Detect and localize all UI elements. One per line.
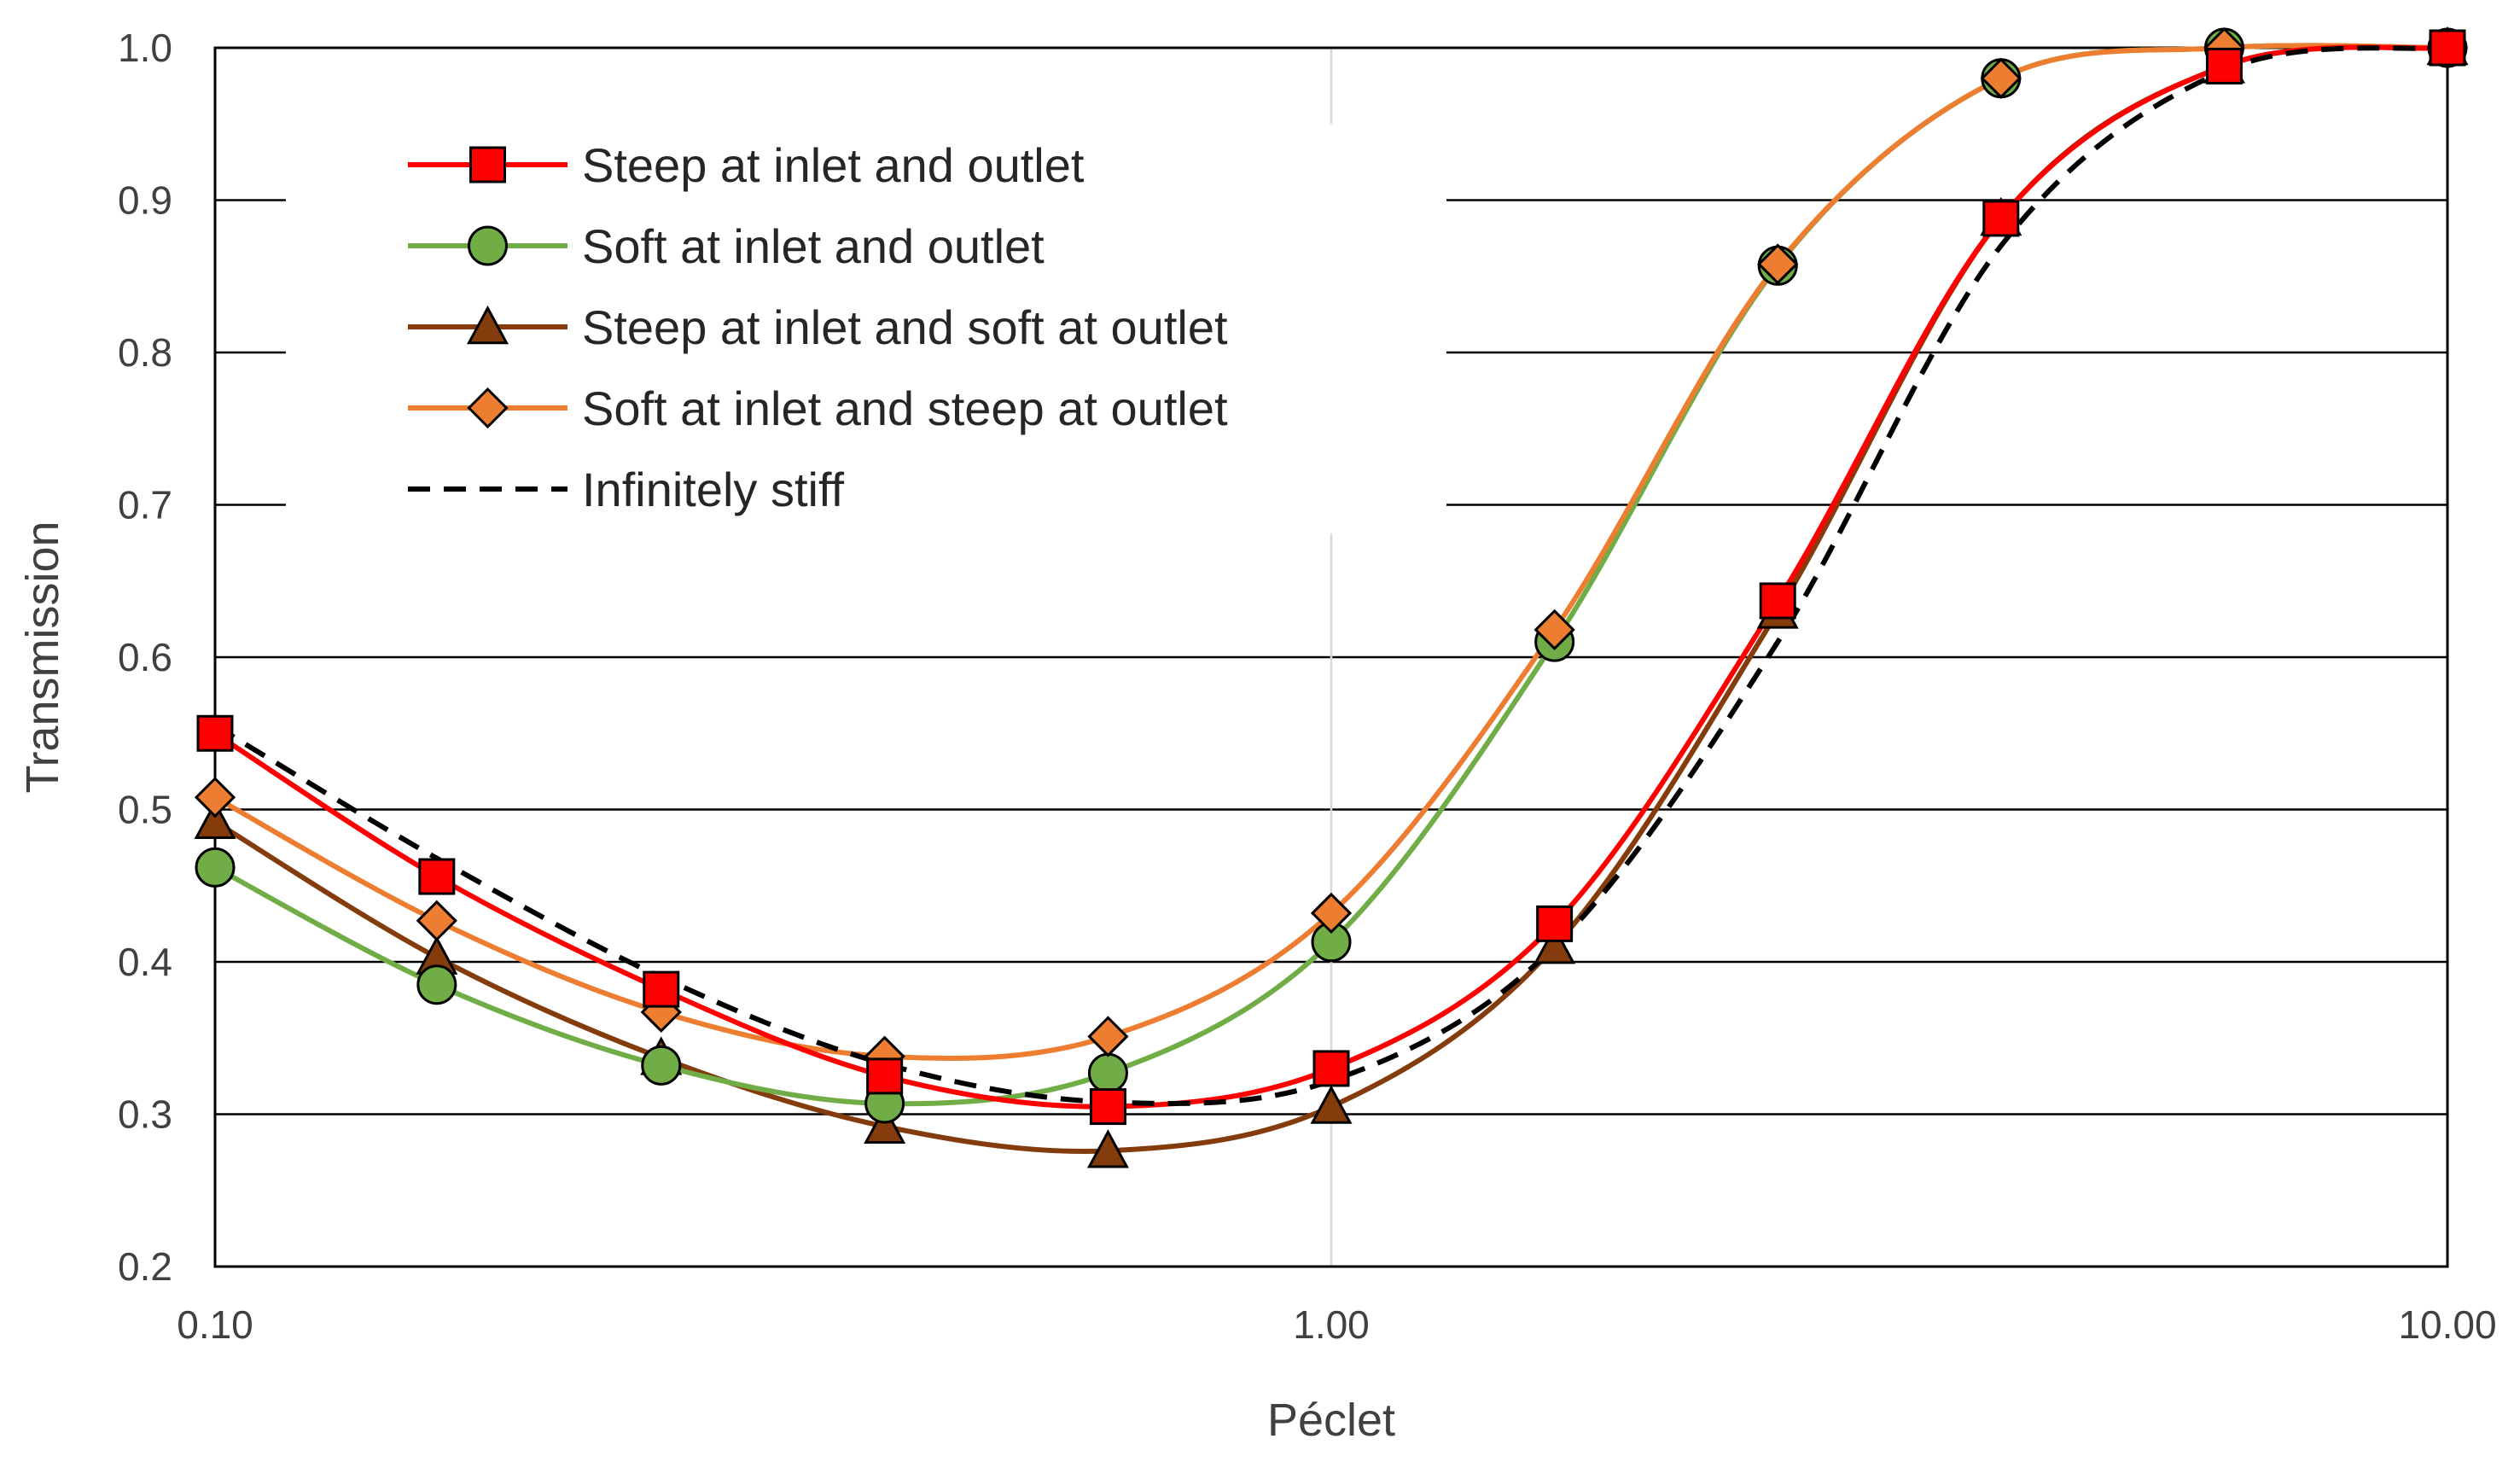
data-point	[194, 777, 236, 818]
legend-item: Soft at inlet and outlet	[408, 219, 1045, 273]
data-point	[1536, 905, 1574, 942]
data-point	[2429, 29, 2466, 67]
plot-area-border	[213, 46, 2449, 1268]
y-tick-label: 0.5	[118, 788, 172, 832]
series-markers	[194, 26, 2469, 1168]
legend-label: Steep at inlet and outlet	[582, 138, 1085, 192]
y-axis-title: Transmission	[17, 521, 68, 793]
y-axis-tick-labels: 0.2 0.3 0.4 0.5 0.6 0.7 0.8 0.9 1.0	[118, 26, 172, 1289]
x-tick-label: 10.00	[2398, 1302, 2496, 1347]
data-point	[416, 964, 457, 1005]
x-tick-label: 1.00	[1293, 1302, 1370, 1347]
data-point	[195, 847, 236, 888]
data-point	[1089, 1088, 1126, 1126]
data-point	[196, 714, 234, 752]
legend-swatch-marker	[467, 387, 509, 429]
y-tick-label: 0.6	[118, 635, 172, 679]
data-point	[1087, 1016, 1129, 1057]
data-point	[1759, 582, 1796, 620]
data-point	[1310, 892, 1353, 935]
data-point	[1980, 57, 2022, 99]
data-point	[1312, 1050, 1350, 1087]
legend-swatch-marker	[468, 225, 508, 266]
legend-item: Steep at inlet and outlet	[408, 138, 1085, 192]
series-lines	[213, 43, 2448, 1154]
y-tick-label: 0.9	[118, 178, 172, 223]
data-point	[643, 970, 680, 1008]
data-point	[1087, 1052, 1128, 1093]
data-point	[1534, 609, 1575, 650]
legend-label: Soft at inlet and steep at outlet	[582, 382, 1228, 435]
data-point	[641, 1045, 682, 1086]
legend: Steep at inlet and outlet Soft at inlet a…	[408, 138, 1228, 516]
legend-label: Steep at inlet and soft at outlet	[582, 300, 1228, 354]
data-point	[2205, 47, 2243, 84]
data-point	[416, 900, 457, 941]
series-line-steep-at-inlet-and-outlet	[213, 44, 2448, 1110]
legend-label: Soft at inlet and outlet	[582, 219, 1045, 273]
series-line-soft-at-inlet-and-steep-at-outlet	[213, 43, 2448, 1062]
y-tick-label: 0.3	[118, 1092, 172, 1137]
y-tick-label: 0.8	[118, 330, 172, 375]
y-tick-label: 0.2	[118, 1244, 172, 1289]
data-point	[864, 1104, 906, 1144]
series-points-steep-at-inlet-and-outlet	[196, 29, 2466, 1126]
data-point	[418, 858, 456, 895]
y-tick-label: 0.4	[118, 940, 172, 984]
legend-item: Steep at inlet and soft at outlet	[408, 300, 1228, 354]
data-point	[1534, 924, 1576, 964]
data-point	[1757, 243, 1799, 285]
x-tick-label: 0.10	[177, 1302, 253, 1347]
y-tick-label: 1.0	[118, 26, 172, 70]
series-line-infinitely-stiff	[213, 45, 2448, 1107]
y-tick-label: 0.7	[118, 483, 172, 527]
x-axis-title: Péclet	[1267, 1395, 1395, 1446]
data-point	[866, 1057, 904, 1095]
data-point	[1086, 1129, 1129, 1168]
data-point	[1310, 1085, 1353, 1124]
legend-swatch-marker	[466, 305, 509, 345]
x-axis-tick-labels: 0.10 1.00 10.00	[177, 1302, 2496, 1347]
legend-swatch-marker	[469, 146, 506, 183]
data-point	[1982, 200, 2020, 237]
legend-item: Soft at inlet and steep at outlet	[408, 382, 1228, 435]
data-point	[194, 800, 236, 839]
legend-label: Infinitely stiff	[582, 463, 845, 516]
legend-item: Infinitely stiff	[408, 463, 845, 516]
